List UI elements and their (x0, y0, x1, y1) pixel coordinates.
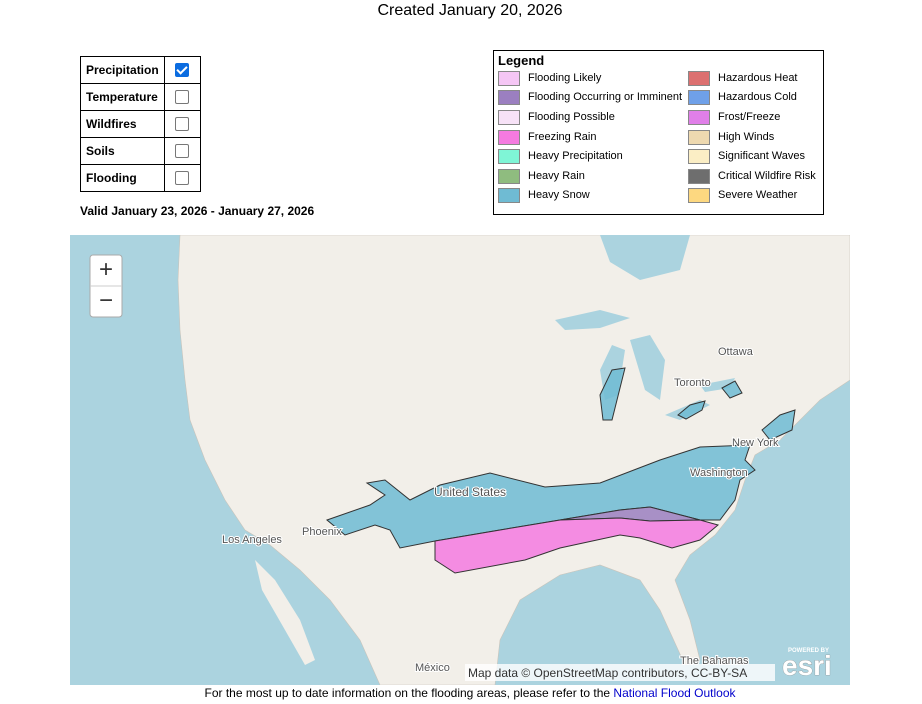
legend-label: Severe Weather (718, 189, 798, 201)
legend-item: Freezing Rain (498, 129, 596, 145)
layer-toggle-cell (163, 56, 201, 84)
legend-label: Hazardous Heat (718, 72, 798, 84)
legend-swatch (498, 129, 520, 145)
hazard-area (761, 409, 796, 441)
legend-item: Frost/Freeze (688, 109, 780, 125)
legend-swatch (688, 129, 710, 145)
hazard-area (599, 367, 626, 421)
layer-checkbox[interactable] (175, 90, 190, 105)
great-lakes (555, 310, 735, 420)
legend-label: Critical Wildfire Risk (718, 170, 816, 182)
hazard-area (434, 517, 720, 574)
legend-item: Hazardous Cold (688, 89, 797, 105)
legend-swatch (498, 70, 520, 86)
legend-swatch (498, 168, 520, 184)
legend-item: Heavy Rain (498, 168, 585, 184)
legend-item: Heavy Snow (498, 187, 590, 203)
map-label: Ottawa (718, 346, 754, 358)
zoom-out[interactable]: − (99, 287, 113, 314)
hazard-area (677, 400, 706, 420)
footer: For the most up to date information on t… (0, 686, 922, 700)
layer-checkbox[interactable] (175, 117, 190, 132)
layer-toggle-cell (163, 83, 201, 111)
map-label: Los Angeles (222, 534, 282, 546)
layer-label: Precipitation (80, 56, 165, 84)
layer-toggle-cell (163, 164, 201, 192)
land (177, 235, 850, 685)
baja (255, 560, 315, 665)
legend-swatch (688, 187, 710, 203)
legend-item: Flooding Occurring or Imminent (498, 89, 682, 105)
legend-swatch (498, 109, 520, 125)
legend-item: Hazardous Heat (688, 70, 798, 86)
attribution: Map data © OpenStreetMap contributors, C… (468, 666, 747, 680)
hazard-area (326, 444, 756, 549)
legend-label: Frost/Freeze (718, 111, 781, 123)
legend-swatch (498, 148, 520, 164)
layer-row: Flooding (80, 164, 201, 192)
hazard-areas (326, 367, 796, 574)
layer-label: Flooding (80, 164, 165, 192)
legend-label: Freezing Rain (528, 131, 597, 143)
layer-label: Temperature (80, 83, 165, 111)
layer-toggle-cell (163, 110, 201, 138)
legend-label: Flooding Possible (528, 111, 615, 123)
legend-swatch (688, 70, 710, 86)
legend: Legend Flooding Likely Flooding Occurring… (493, 50, 824, 215)
legend-label: Hazardous Cold (718, 91, 797, 103)
layer-toggle-cell (163, 137, 201, 165)
layer-row: Temperature (80, 83, 201, 111)
legend-item: High Winds (688, 129, 774, 145)
legend-label: High Winds (718, 131, 775, 143)
legend-swatch (498, 89, 520, 105)
flood-outlook-link[interactable]: National Flood Outlook (613, 686, 736, 700)
layer-row: Soils (80, 137, 201, 165)
map-label: México (415, 662, 450, 674)
map-label: Toronto (674, 377, 711, 389)
legend-item: Severe Weather (688, 187, 797, 203)
legend-item: Flooding Likely (498, 70, 601, 86)
layer-checkbox[interactable] (175, 171, 190, 186)
attribution-bg (465, 664, 775, 681)
legend-item: Significant Waves (688, 148, 805, 164)
layer-checkbox[interactable] (175, 63, 190, 78)
valid-dates: Valid January 23, 2026 - January 27, 202… (80, 204, 315, 218)
legend-label: Significant Waves (718, 150, 806, 162)
zoom-in[interactable]: + (99, 256, 113, 283)
layer-label: Soils (80, 137, 165, 165)
map-label: United States (434, 485, 506, 499)
legend-swatch (688, 109, 710, 125)
logo-caption: POWERED BY (788, 648, 829, 654)
legend-label: Flooding Likely (528, 72, 602, 84)
legend-title: Legend (498, 53, 545, 68)
legend-item: Flooding Possible (498, 109, 615, 125)
layer-row: Precipitation (80, 56, 201, 84)
layer-label: Wildfires (80, 110, 165, 138)
layer-checkbox[interactable] (175, 144, 190, 159)
legend-label: Heavy Rain (528, 170, 585, 182)
legend-swatch (688, 148, 710, 164)
logo: esri (782, 650, 832, 681)
hazard-area (721, 380, 743, 399)
title: Created January 20, 2026 (377, 2, 563, 19)
legend-swatch (688, 89, 710, 105)
footer-text: For the most up to date information on t… (204, 686, 611, 700)
map: Ottawa Toronto New York Washington Unite… (70, 235, 850, 685)
map-label: New York (732, 437, 779, 449)
legend-swatch (688, 168, 710, 184)
map-label: Washington (690, 467, 748, 479)
legend-label: Flooding Occurring or Imminent (528, 91, 683, 103)
layer-table: Precipitation Temperature Wildfires Soils Fl… (80, 56, 201, 192)
legend-item: Heavy Precipitation (498, 148, 623, 164)
layer-row: Wildfires (80, 110, 201, 138)
hudson-bay (600, 235, 690, 280)
legend-label: Heavy Precipitation (528, 150, 623, 162)
legend-label: Heavy Snow (528, 189, 590, 201)
legend-item: Critical Wildfire Risk (688, 168, 816, 184)
legend-swatch (498, 187, 520, 203)
map-label: Phoenix (302, 526, 342, 538)
